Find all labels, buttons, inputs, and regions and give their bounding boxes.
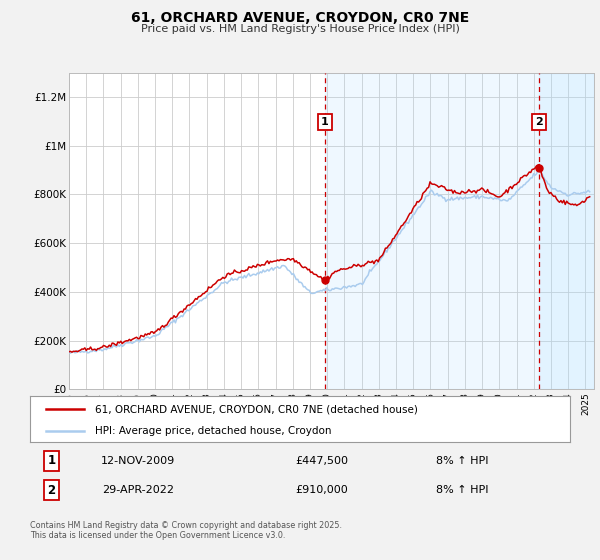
Text: Contains HM Land Registry data © Crown copyright and database right 2025.
This d: Contains HM Land Registry data © Crown c…	[30, 521, 342, 540]
Text: £910,000: £910,000	[295, 485, 348, 495]
Text: 61, ORCHARD AVENUE, CROYDON, CR0 7NE (detached house): 61, ORCHARD AVENUE, CROYDON, CR0 7NE (de…	[95, 404, 418, 414]
Text: 61, ORCHARD AVENUE, CROYDON, CR0 7NE: 61, ORCHARD AVENUE, CROYDON, CR0 7NE	[131, 11, 469, 25]
Bar	[325, 73, 594, 389]
Text: £447,500: £447,500	[295, 456, 348, 466]
Text: HPI: Average price, detached house, Croydon: HPI: Average price, detached house, Croy…	[95, 426, 331, 436]
Text: 1: 1	[47, 454, 56, 468]
Text: 2: 2	[536, 117, 544, 127]
Text: 8% ↑ HPI: 8% ↑ HPI	[436, 485, 488, 495]
Text: 1: 1	[321, 117, 329, 127]
Text: 29-APR-2022: 29-APR-2022	[102, 485, 174, 495]
Text: 8% ↑ HPI: 8% ↑ HPI	[436, 456, 488, 466]
Text: Price paid vs. HM Land Registry's House Price Index (HPI): Price paid vs. HM Land Registry's House …	[140, 24, 460, 34]
Text: 2: 2	[47, 483, 56, 497]
Text: 12-NOV-2009: 12-NOV-2009	[101, 456, 175, 466]
Bar	[539, 73, 594, 389]
